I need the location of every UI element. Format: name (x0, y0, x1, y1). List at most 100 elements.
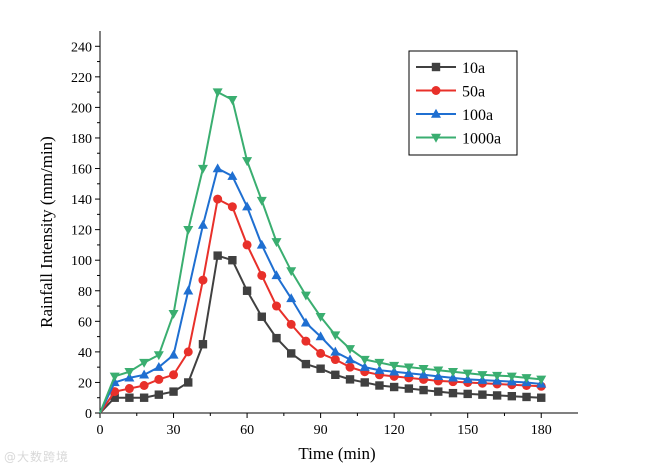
legend-label: 1000a (462, 131, 501, 148)
data-point (213, 194, 223, 204)
data-point (300, 317, 311, 327)
y-axis-title: Rainfall Intensity (mm/min) (37, 136, 56, 328)
data-point (345, 375, 355, 384)
y-tick-label: 100 (71, 254, 92, 269)
y-tick-label: 240 (71, 40, 92, 55)
data-point (330, 355, 340, 365)
watermark: @大数跨境 (4, 450, 70, 464)
x-tick-label: 90 (314, 423, 328, 438)
y-tick-label: 80 (78, 285, 92, 300)
data-point (256, 239, 267, 249)
data-point (125, 393, 134, 402)
data-point (242, 201, 253, 211)
data-point (154, 390, 164, 399)
data-point (360, 378, 369, 387)
data-point (139, 369, 150, 379)
data-point (257, 270, 267, 280)
data-point (242, 157, 253, 167)
x-tick-label: 30 (167, 423, 181, 438)
y-tick-label: 120 (71, 224, 92, 239)
y-tick-label: 180 (71, 132, 92, 147)
legend-label: 100a (462, 107, 493, 124)
data-point (448, 388, 458, 398)
data-point (169, 370, 179, 380)
data-point (228, 256, 237, 265)
data-point (345, 354, 356, 364)
legend-label: 10a (462, 60, 485, 77)
data-point (330, 331, 341, 341)
data-point (212, 88, 223, 98)
data-point (212, 163, 223, 173)
data-point (198, 340, 208, 349)
data-point (257, 312, 266, 321)
data-point (227, 170, 238, 180)
data-point (477, 371, 488, 380)
y-tick-label: 200 (71, 101, 92, 116)
data-point (403, 363, 414, 373)
data-point (316, 364, 325, 373)
legend-marker (431, 133, 441, 143)
series-10a (99, 251, 546, 414)
data-point (168, 349, 179, 359)
series-100a (99, 163, 547, 414)
data-point (359, 355, 370, 365)
legend-marker (431, 108, 441, 118)
data-point (447, 372, 458, 382)
data-point (271, 301, 281, 311)
data-point (183, 225, 194, 235)
data-point (506, 372, 517, 382)
data-point (271, 270, 282, 280)
data-point (462, 369, 473, 379)
data-point (492, 391, 502, 400)
x-tick-label: 0 (97, 423, 104, 438)
data-point (359, 361, 370, 371)
data-point (316, 348, 326, 358)
data-point (463, 389, 472, 399)
data-point (124, 384, 134, 394)
data-point (375, 381, 384, 390)
data-point (124, 368, 135, 377)
data-point (271, 238, 282, 248)
data-point (109, 372, 120, 382)
y-tick-label: 20 (78, 376, 92, 391)
y-tick-label: 160 (71, 163, 92, 178)
data-point (286, 293, 297, 303)
data-point (184, 378, 193, 387)
data-point (389, 366, 400, 376)
legend: 10a 50a 100a 1000a (408, 50, 518, 156)
data-point (213, 251, 222, 260)
data-point (139, 380, 149, 390)
legend-marker (431, 86, 441, 95)
data-point (418, 369, 429, 379)
data-point (537, 393, 546, 402)
data-point (419, 385, 428, 395)
data-point (197, 164, 208, 174)
data-point (301, 359, 311, 369)
data-point (345, 362, 355, 372)
data-point (227, 202, 237, 212)
data-point (434, 387, 443, 396)
data-point (507, 391, 517, 401)
data-point (447, 368, 458, 377)
data-point (153, 351, 164, 361)
data-point (433, 371, 444, 381)
data-point (242, 286, 252, 295)
data-point (389, 382, 399, 392)
data-point (300, 291, 311, 301)
data-point (522, 392, 531, 402)
x-tick-label: 180 (531, 423, 552, 438)
data-point (521, 374, 532, 384)
y-tick-label: 40 (78, 346, 92, 361)
series-1000a (99, 88, 547, 414)
data-point (315, 313, 326, 322)
data-point (197, 219, 208, 229)
data-point (227, 96, 238, 105)
data-point (168, 309, 179, 319)
data-point (404, 384, 414, 393)
data-point (433, 366, 444, 376)
data-point (183, 285, 194, 295)
data-point (287, 349, 296, 358)
series-line (99, 197, 542, 414)
data-point (139, 393, 149, 402)
data-point (418, 364, 429, 374)
